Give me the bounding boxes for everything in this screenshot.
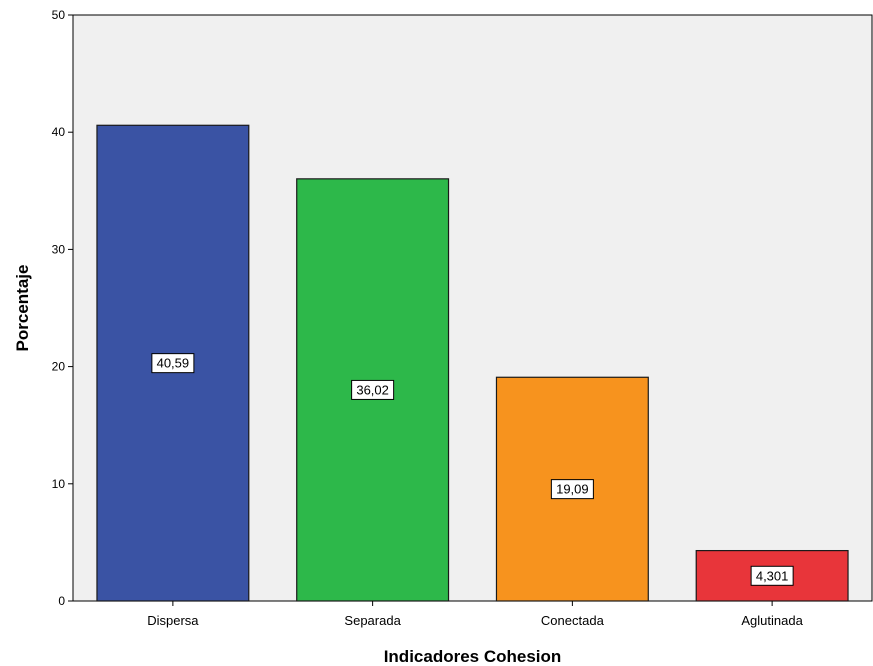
data-label-text: 19,09 [556,482,589,497]
data-label-dispersa: 40,59 [151,353,195,374]
y-tick-label: 40 [52,125,66,139]
data-label-text: 4,301 [756,568,789,583]
data-label-text: 40,59 [157,356,190,371]
data-label-box [750,565,794,586]
x-axis-title: Indicadores Cohesion [384,647,562,666]
x-tick-label: Conectada [541,613,605,628]
bars: 40,59 36,02 19,09 4,301 [96,124,849,602]
x-tick-label: Aglutinada [741,613,803,628]
y-tick-label: 0 [58,594,65,608]
data-label-box [151,353,195,374]
data-label-separada: 36,02 [351,379,395,400]
data-label-box [550,479,594,500]
y-axis-title: Porcentaje [13,265,32,352]
y-tick-label: 50 [52,8,66,22]
data-label-aglutinada: 4,301 [750,565,794,586]
data-label-text: 36,02 [356,382,389,397]
x-tick-label: Dispersa [147,613,199,628]
data-label-conectada: 19,09 [550,479,594,500]
data-label-box [351,379,395,400]
x-tick-label: Separada [344,613,401,628]
y-tick-label: 20 [52,360,66,374]
y-axis: 0 10 20 30 40 50 [52,8,73,608]
y-tick-label: 30 [52,242,66,256]
y-tick-label: 10 [52,477,66,491]
x-axis: Dispersa Separada Conectada Aglutinada [147,601,804,628]
